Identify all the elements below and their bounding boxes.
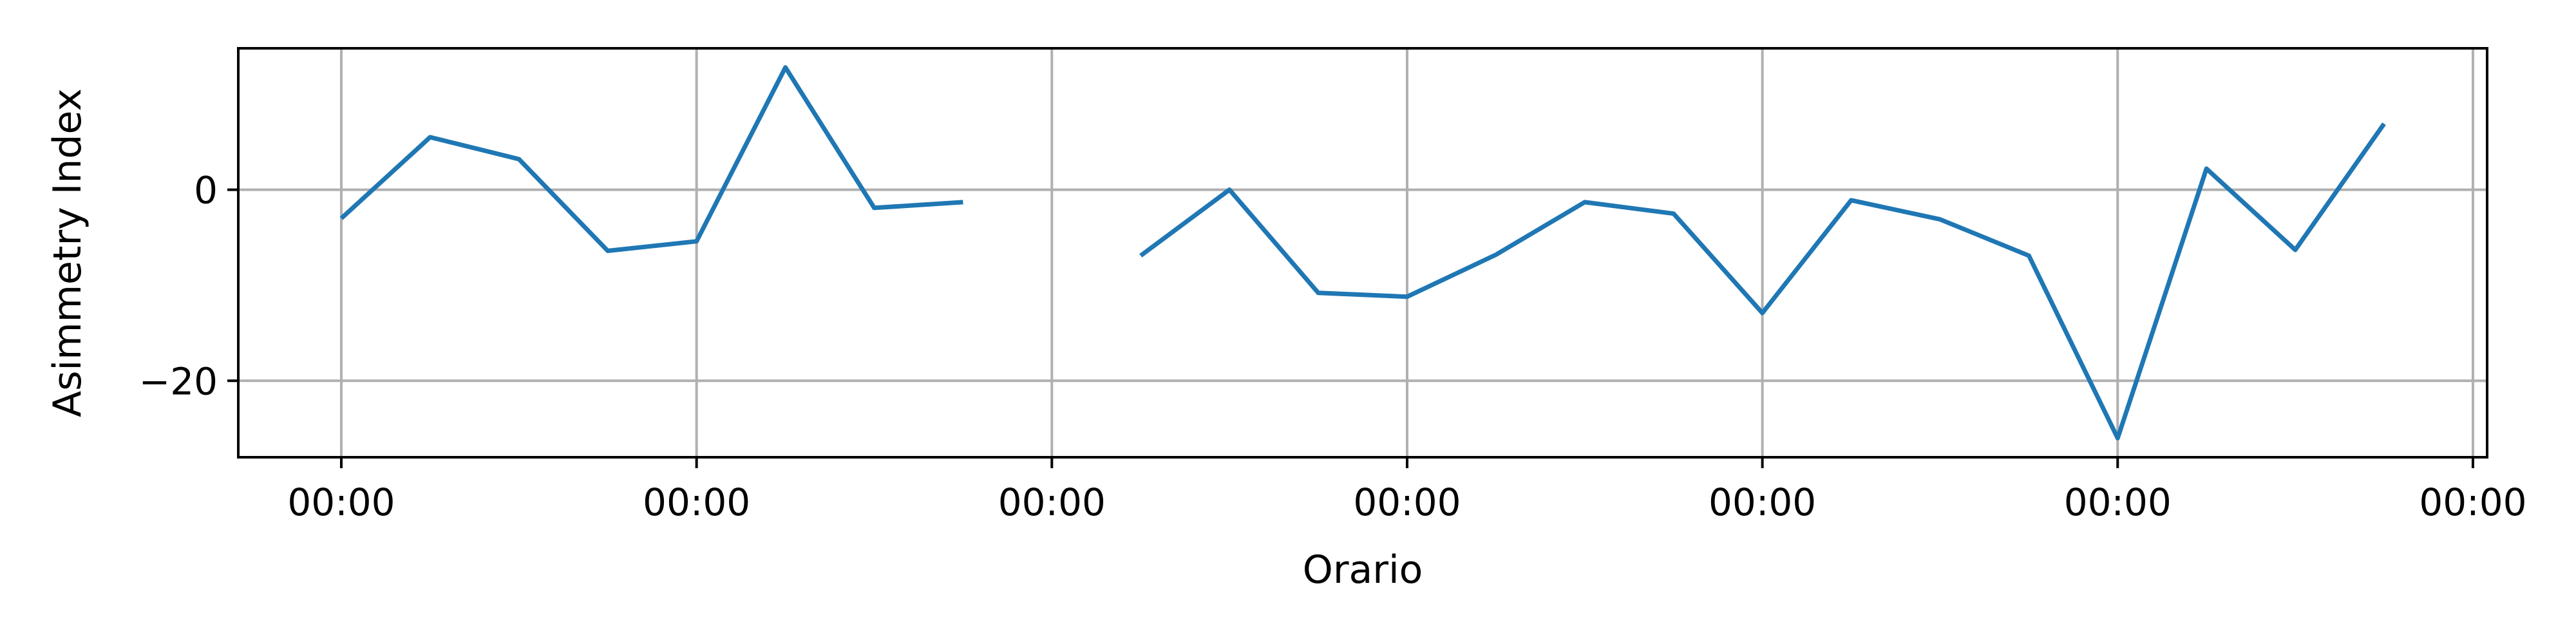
x-tick-label: 00:00 — [1709, 480, 1816, 524]
y-axis-title: Asimmetry Index — [45, 88, 90, 417]
plot-frame — [237, 47, 2488, 459]
x-tick-label: 00:00 — [643, 480, 750, 524]
series-lines — [339, 65, 2386, 440]
x-tick-label: 00:00 — [287, 480, 395, 524]
y-tick-label: −20 — [139, 359, 218, 403]
x-tick-label: 00:00 — [2064, 480, 2172, 524]
tick-labels: 00:00 00:00 00:00 00:00 00:00 00:00 00:00 −20 0 — [139, 169, 2527, 524]
series-line — [339, 65, 2386, 440]
x-tick-label: 00:00 — [1353, 480, 1461, 524]
x-tick-label: 00:00 — [2419, 480, 2526, 524]
x-tick-label: 00:00 — [998, 480, 1106, 524]
y-tick-label: 0 — [194, 169, 218, 213]
grid-lines — [238, 48, 2487, 457]
axis-ticks — [227, 188, 2474, 468]
x-axis-title: Orario — [1303, 547, 1423, 592]
